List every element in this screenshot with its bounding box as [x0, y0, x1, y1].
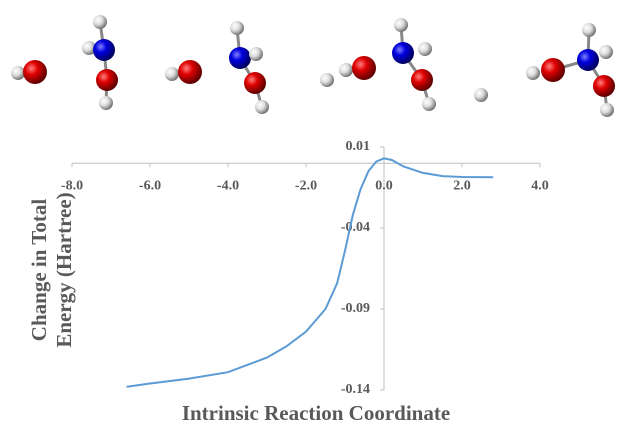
x-tick-label: 2.0 [453, 178, 471, 193]
molecules [11, 15, 615, 117]
y-tick-label: 0.01 [346, 139, 371, 154]
x-axis-title: Intrinsic Reaction Coordinate [182, 401, 450, 425]
x-tick-label: 4.0 [531, 178, 549, 193]
x-tick-label: 0.0 [375, 178, 393, 193]
y-tick-label: -0.14 [341, 382, 370, 397]
y-axis-title: Change in Total Energy (Hartree) [27, 180, 77, 360]
chart: Intrinsic Reaction Coordinate -8.0-6.0-4… [0, 0, 622, 429]
y-tick-label: -0.09 [341, 301, 370, 316]
x-tick-label: -4.0 [217, 178, 239, 193]
page: Intrinsic Reaction Coordinate -8.0-6.0-4… [0, 0, 622, 429]
x-tick-label: -6.0 [139, 178, 161, 193]
y-tick-label: -0.04 [341, 220, 370, 235]
x-tick-label: -2.0 [295, 178, 317, 193]
